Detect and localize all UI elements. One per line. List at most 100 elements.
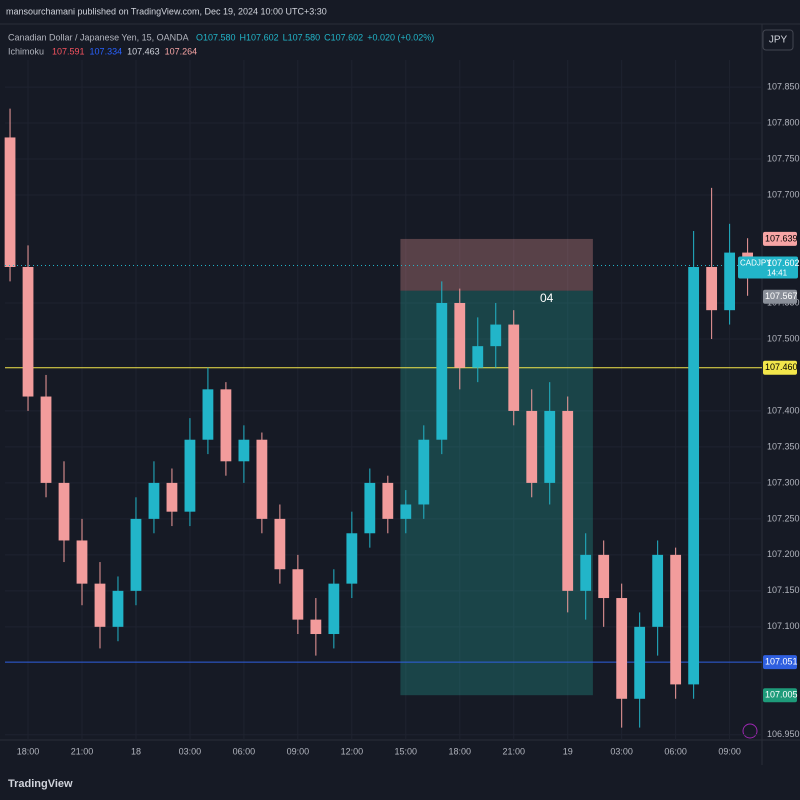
- price-tag-label: 107.567: [765, 291, 798, 301]
- target-zone: [400, 290, 593, 696]
- candle-body: [490, 324, 502, 347]
- candle-body: [526, 410, 538, 483]
- candle-body: [562, 410, 574, 591]
- candle-body: [328, 583, 340, 635]
- candle-body: [418, 439, 430, 505]
- x-tick-label: 03:00: [610, 746, 633, 756]
- currency-label[interactable]: JPY: [769, 35, 788, 46]
- y-tick-label: 107.400: [767, 405, 800, 415]
- x-tick-label: 06:00: [233, 746, 256, 756]
- candle-body: [22, 266, 34, 397]
- y-tick-label: 107.750: [767, 153, 800, 163]
- candle-body: [256, 439, 268, 519]
- position-label: 04: [540, 291, 554, 305]
- candle-body: [652, 554, 664, 627]
- candle-body: [130, 518, 142, 591]
- lightning-icon[interactable]: [742, 723, 758, 739]
- candle-body: [148, 482, 160, 519]
- candle-body: [220, 389, 232, 462]
- ohlc-value: +0.020 (+0.02%): [367, 32, 434, 42]
- candle-body: [58, 482, 70, 541]
- ohlc: O107.580 H107.602 L107.580 C107.602 +0.020 (…: [196, 32, 434, 42]
- symbol: Canadian Dollar / Japanese Yen, 15, OAND…: [8, 32, 189, 42]
- ohlc-value: H107.602: [240, 32, 279, 42]
- y-tick-label: 107.500: [767, 333, 800, 343]
- x-tick-label: 15:00: [395, 746, 418, 756]
- candle-body: [382, 482, 394, 519]
- candle-body: [670, 554, 682, 685]
- candle-body: [544, 410, 556, 483]
- candle-body: [454, 302, 466, 368]
- candle-body: [94, 583, 106, 627]
- indicator-value: 107.591: [52, 46, 85, 56]
- publisher: mansourchamani published on TradingView.…: [6, 6, 327, 16]
- y-tick-label: 107.200: [767, 549, 800, 559]
- last-price-symbol: CADJPY: [740, 259, 772, 268]
- candle-body: [400, 504, 412, 519]
- candle-body: [112, 590, 124, 627]
- y-tick-label: 107.700: [767, 189, 800, 199]
- x-tick-label: 09:00: [287, 746, 310, 756]
- candle-body: [274, 518, 286, 570]
- price-tag: [763, 289, 797, 304]
- indicator-value: 107.264: [165, 46, 198, 56]
- candle-body: [166, 482, 178, 512]
- candle-body: [40, 396, 52, 483]
- candle-body: [4, 137, 16, 267]
- y-tick-label: 107.850: [767, 81, 800, 91]
- indicator: Ichimoku: [8, 46, 44, 56]
- price-tag-label: 107.460: [765, 362, 798, 372]
- x-tick-label: 06:00: [664, 746, 687, 756]
- candle-body: [364, 482, 376, 534]
- indicator-values: 107.591 107.334 107.463 107.264: [52, 46, 197, 56]
- price-tag: [763, 360, 797, 375]
- last-price-tag: [738, 256, 798, 279]
- price-tag-label: 107.639: [765, 233, 798, 243]
- indicator-value: 107.463: [127, 46, 160, 56]
- x-tick-label: 21:00: [502, 746, 525, 756]
- y-tick-label: 106.950: [767, 729, 800, 739]
- ohlc-value: L107.580: [283, 32, 321, 42]
- price-tag-label: 107.051: [765, 656, 798, 666]
- x-tick-label: 18: [131, 746, 141, 756]
- candle-body: [202, 389, 214, 440]
- x-tick-label: 12:00: [341, 746, 364, 756]
- y-tick-label: 107.300: [767, 477, 800, 487]
- candle-body: [688, 266, 700, 685]
- x-tick-label: 09:00: [718, 746, 741, 756]
- y-tick-label: 107.250: [767, 513, 800, 523]
- stop-zone: [400, 238, 593, 291]
- candle-body: [436, 302, 448, 440]
- y-tick-label: 107.150: [767, 585, 800, 595]
- price-tag-label: 107.005: [765, 690, 798, 700]
- ohlc-value: O107.580: [196, 32, 236, 42]
- currency-button[interactable]: [762, 29, 794, 51]
- candle-body: [238, 439, 250, 462]
- y-tick-label: 107.800: [767, 117, 800, 127]
- indicator-value: 107.334: [90, 46, 123, 56]
- candle-body: [76, 540, 88, 584]
- candle-body: [508, 324, 520, 411]
- last-price-label: 107.602: [767, 258, 800, 268]
- candle-body: [724, 252, 736, 311]
- candle-body: [292, 569, 304, 620]
- x-tick-label: 18:00: [17, 746, 40, 756]
- y-tick-label: 107.350: [767, 441, 800, 451]
- x-tick-label: 03:00: [179, 746, 202, 756]
- candle-body: [310, 619, 322, 635]
- candle-body: [580, 554, 592, 591]
- x-tick-label: 18:00: [449, 746, 472, 756]
- y-tick-label: 107.100: [767, 621, 800, 631]
- price-tag: [763, 688, 797, 703]
- footer: TradingView: [8, 778, 73, 790]
- x-tick-label: 19: [563, 746, 573, 756]
- candle-body: [346, 533, 358, 584]
- countdown: 14:41: [767, 269, 788, 278]
- candle-body: [706, 266, 718, 311]
- candle-body: [184, 439, 196, 512]
- candle-body: [616, 598, 628, 699]
- price-tag: [763, 231, 797, 246]
- candle-body: [472, 346, 484, 368]
- ohlc-value: C107.602: [324, 32, 363, 42]
